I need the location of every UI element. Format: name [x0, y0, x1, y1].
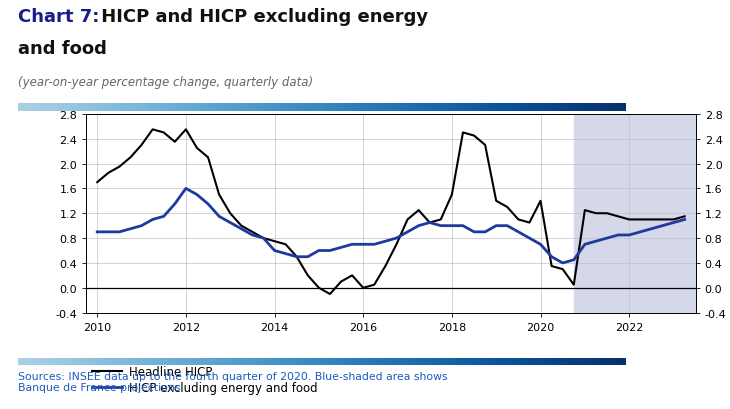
Text: Chart 7:: Chart 7:	[18, 8, 99, 26]
Bar	[574, 115, 730, 313]
Text: HICP and HICP excluding energy: HICP and HICP excluding energy	[95, 8, 428, 26]
Text: Sources: INSEE data up to the fourth quarter of 2020. Blue-shaded area shows
Ban: Sources: INSEE data up to the fourth qua…	[18, 371, 447, 393]
Legend: Headline HICP, HICP excluding energy and food: Headline HICP, HICP excluding energy and…	[92, 365, 318, 394]
Text: (year-on-year percentage change, quarterly data): (year-on-year percentage change, quarter…	[18, 76, 313, 89]
Text: and food: and food	[18, 40, 107, 58]
